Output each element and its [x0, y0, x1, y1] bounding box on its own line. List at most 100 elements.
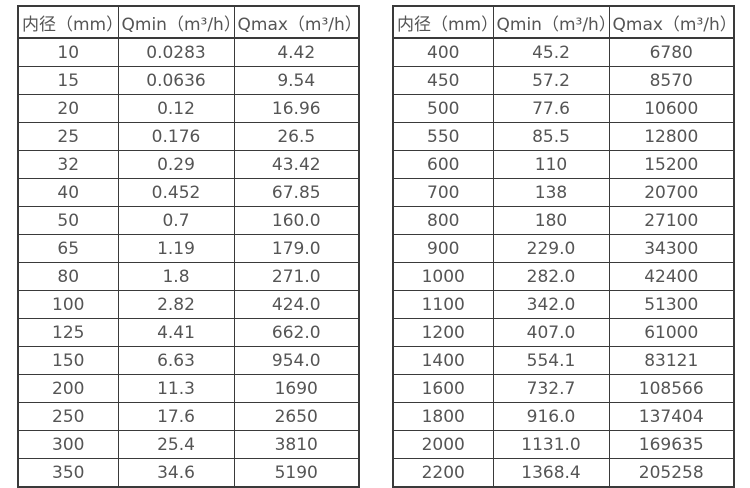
table-cell: 10600 [608, 94, 735, 123]
column-header-qmax: Qmax（m³/h） [233, 5, 360, 39]
table-cell: 407.0 [492, 318, 610, 347]
table-cell: 2650 [233, 402, 360, 431]
table-cell: 83121 [608, 346, 735, 375]
table-cell: 15200 [608, 150, 735, 179]
table-cell: 67.85 [233, 178, 360, 207]
table-cell: 200 [17, 374, 119, 403]
table-cell: 342.0 [492, 290, 610, 319]
table-cell: 80 [17, 262, 119, 291]
table-cell: 662.0 [233, 318, 360, 347]
table-cell: 554.1 [492, 346, 610, 375]
table-cell: 12800 [608, 122, 735, 151]
table-cell: 2.82 [117, 290, 235, 319]
table-cell: 1.8 [117, 262, 235, 291]
table-row: 1100 342.0 51300 [392, 290, 735, 319]
table-row: 65 1.19 179.0 [17, 234, 360, 263]
table-cell: 1690 [233, 374, 360, 403]
table-row: 2000 1131.0 169635 [392, 430, 735, 459]
table-cell: 11.3 [117, 374, 235, 403]
table-row: 15 0.0636 9.54 [17, 66, 360, 95]
table-cell: 229.0 [492, 234, 610, 263]
table-cell: 0.176 [117, 122, 235, 151]
table-cell: 700 [392, 178, 494, 207]
table-cell: 65 [17, 234, 119, 263]
table-row: 450 57.2 8570 [392, 66, 735, 95]
table-cell: 150 [17, 346, 119, 375]
table-cell: 43.42 [233, 150, 360, 179]
table-cell: 3810 [233, 430, 360, 459]
table-cell: 138 [492, 178, 610, 207]
table-row: 10 0.0283 4.42 [17, 37, 360, 67]
table-cell: 179.0 [233, 234, 360, 263]
table-row: 50 0.7 160.0 [17, 206, 360, 235]
table-cell: 51300 [608, 290, 735, 319]
table-cell: 1131.0 [492, 430, 610, 459]
table-cell: 45.2 [492, 37, 610, 67]
table-cell: 110 [492, 150, 610, 179]
table-row: 100 2.82 424.0 [17, 290, 360, 319]
table-cell: 40 [17, 178, 119, 207]
table-cell: 500 [392, 94, 494, 123]
table-cell: 6780 [608, 37, 735, 67]
table-cell: 137404 [608, 402, 735, 431]
table-cell: 16.96 [233, 94, 360, 123]
table-cell: 180 [492, 206, 610, 235]
table-cell: 34300 [608, 234, 735, 263]
table-row: 900 229.0 34300 [392, 234, 735, 263]
flow-table-large-diameters: 内径（mm） Qmin（m³/h） Qmax（m³/h） 400 45.2 6780… [392, 5, 735, 488]
table-row: 800 180 27100 [392, 206, 735, 235]
table-cell: 1800 [392, 402, 494, 431]
table-cell: 50 [17, 206, 119, 235]
table-cell: 400 [392, 37, 494, 67]
table-cell: 900 [392, 234, 494, 263]
table-cell: 6.63 [117, 346, 235, 375]
table-cell: 1400 [392, 346, 494, 375]
table-cell: 550 [392, 122, 494, 151]
table-row: 400 45.2 6780 [392, 37, 735, 67]
table-cell: 800 [392, 206, 494, 235]
table-cell: 4.42 [233, 37, 360, 67]
table-cell: 42400 [608, 262, 735, 291]
table-cell: 25.4 [117, 430, 235, 459]
column-header-qmax: Qmax（m³/h） [608, 5, 735, 39]
table-cell: 424.0 [233, 290, 360, 319]
table-cell: 20700 [608, 178, 735, 207]
table-cell: 8570 [608, 66, 735, 95]
table-cell: 2000 [392, 430, 494, 459]
table-cell: 4.41 [117, 318, 235, 347]
table-row: 1200 407.0 61000 [392, 318, 735, 347]
table-row: 1000 282.0 42400 [392, 262, 735, 291]
table-cell: 125 [17, 318, 119, 347]
table-row: 20 0.12 16.96 [17, 94, 360, 123]
table-cell: 0.12 [117, 94, 235, 123]
table-cell: 9.54 [233, 66, 360, 95]
flow-table-small-diameters: 内径（mm） Qmin（m³/h） Qmax（m³/h） 10 0.0283 4.4… [17, 5, 360, 488]
table-row: 700 138 20700 [392, 178, 735, 207]
table-row: 125 4.41 662.0 [17, 318, 360, 347]
table-cell: 26.5 [233, 122, 360, 151]
table-cell: 732.7 [492, 374, 610, 403]
table-cell: 32 [17, 150, 119, 179]
table-cell: 61000 [608, 318, 735, 347]
table-cell: 27100 [608, 206, 735, 235]
table-row: 25 0.176 26.5 [17, 122, 360, 151]
table-row: 32 0.29 43.42 [17, 150, 360, 179]
table-cell: 10 [17, 37, 119, 67]
table-cell: 0.0636 [117, 66, 235, 95]
table-row: 300 25.4 3810 [17, 430, 360, 459]
table-row: 200 11.3 1690 [17, 374, 360, 403]
table-row: 1600 732.7 108566 [392, 374, 735, 403]
table-cell: 17.6 [117, 402, 235, 431]
table-row: 1800 916.0 137404 [392, 402, 735, 431]
column-header-inner-diameter: 内径（mm） [17, 5, 119, 39]
table-cell: 77.6 [492, 94, 610, 123]
table-cell: 0.29 [117, 150, 235, 179]
table-cell: 25 [17, 122, 119, 151]
column-header-qmin: Qmin（m³/h） [117, 5, 235, 39]
table-row: 150 6.63 954.0 [17, 346, 360, 375]
table-row: 600 110 15200 [392, 150, 735, 179]
column-header-qmin: Qmin（m³/h） [492, 5, 610, 39]
table-cell: 169635 [608, 430, 735, 459]
table-row: 40 0.452 67.85 [17, 178, 360, 207]
